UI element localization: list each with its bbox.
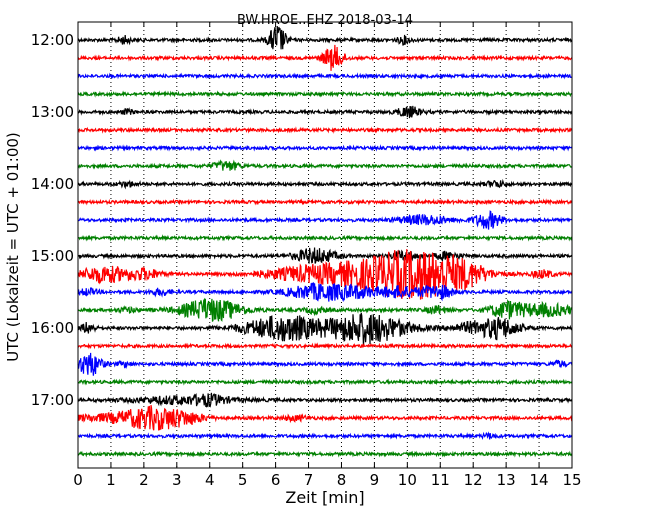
trace-1445 [77,234,573,242]
trace-1600 [77,312,573,346]
trace-1345 [77,159,573,171]
trace-1215 [77,44,573,71]
trace-1230 [77,72,573,80]
trace-1300 [77,105,573,119]
x-tick-label: 8 [337,471,347,489]
x-tick-label: 5 [238,471,248,489]
trace-1615 [77,342,573,350]
x-tick-label: 11 [431,471,450,489]
x-tick-label: 3 [172,471,182,489]
x-tick-label: 12 [464,471,483,489]
trace-1645 [77,378,573,386]
chart-title: BW.HROE..EHZ 2018-03-14 [237,13,413,28]
y-axis-label: UTC (Lokalzeit = UTC + 01:00) [4,132,22,362]
trace-1500 [77,247,573,264]
y-tick-label: 12:00 [31,31,74,49]
trace-1400 [77,178,573,190]
trace-1430 [77,210,573,230]
x-tick-label: 2 [139,471,149,489]
trace-1745 [77,450,573,458]
y-tick-label: 13:00 [31,103,74,121]
x-tick-label: 0 [73,471,83,489]
trace-1730 [77,431,573,440]
trace-1700 [77,392,573,408]
x-tick-label: 13 [497,471,516,489]
y-tick-label: 16:00 [31,319,74,337]
trace-1715 [77,405,573,431]
trace-1330 [77,144,573,152]
trace-1315 [77,126,573,134]
x-axis-label: Zeit [min] [285,488,364,507]
axis-ticks: 0 1 2 3 4 5 6 7 8 9 10 11 12 13 14 1512:0013:0014:0015:… [31,22,582,489]
trace-layer [77,26,573,458]
trace-1630 [77,352,573,376]
trace-1515 [77,249,573,300]
plot-frame [77,21,573,469]
x-tick-label: 4 [205,471,215,489]
x-tick-label: 7 [304,471,314,489]
x-tick-label: 10 [398,471,417,489]
y-tick-label: 14:00 [31,175,74,193]
x-tick-label: 15 [562,471,581,489]
trace-1545 [77,297,573,322]
x-tick-label: 14 [530,471,549,489]
x-tick-label: 1 [106,471,116,489]
y-tick-label: 15:00 [31,247,74,265]
x-tick-label: 6 [271,471,281,489]
trace-1200 [77,26,573,50]
trace-1530 [77,281,573,303]
y-tick-label: 17:00 [31,391,74,409]
trace-1245 [77,90,573,98]
x-tick-label: 9 [370,471,380,489]
trace-1415 [77,198,573,206]
